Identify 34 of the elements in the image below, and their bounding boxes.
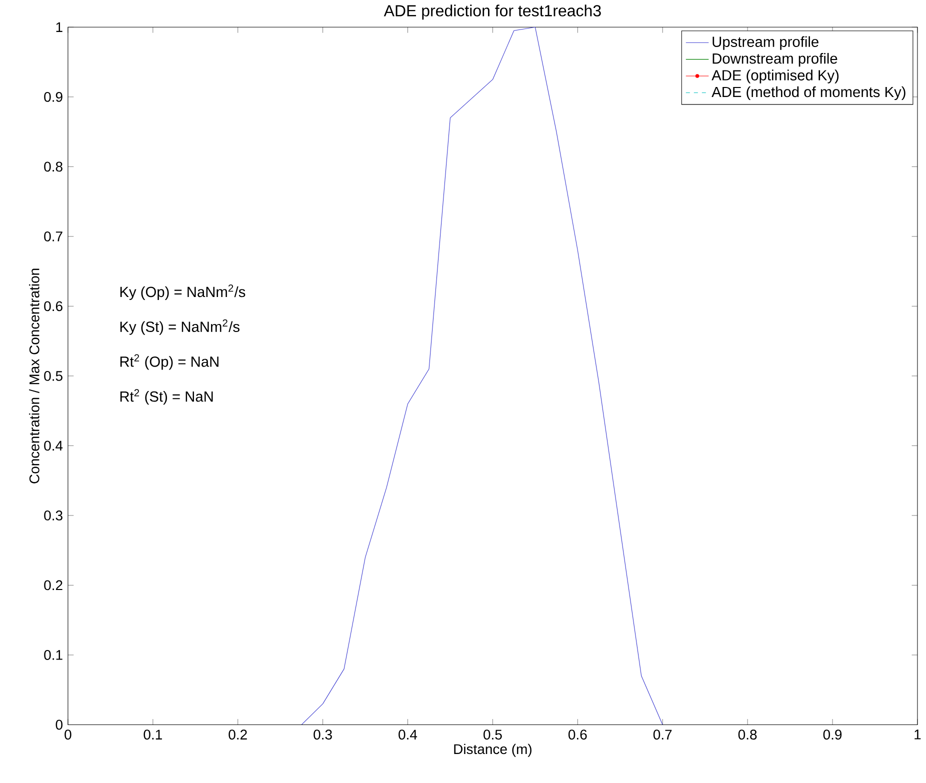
y-tick-label: 0.3 — [44, 510, 62, 521]
legend-label: ADE (method of moments Ky) — [712, 86, 906, 100]
x-tick-label: 0 — [64, 730, 72, 740]
annotation: Rt$^{2}$ (Op) = NaN — [120, 354, 218, 370]
x-tick-label: 0.3 — [314, 730, 332, 740]
annotation: Ky (Op) = NaNm$^{2}$/s — [120, 284, 246, 300]
x-tick-label: 0.1 — [144, 730, 162, 740]
legend-label: ADE (optimised Ky) — [712, 70, 839, 84]
x-tick-label: 0.2 — [228, 730, 247, 740]
legend-label: Downstream profile — [712, 53, 838, 67]
x-tick-label: 0.4 — [398, 730, 418, 740]
legend-label: Upstream profile — [712, 36, 818, 50]
x-tick-label: 0.6 — [568, 730, 587, 740]
annotation: Ky (St) = NaNm$^{2}$/s — [120, 319, 240, 335]
y-axis-title: Concentration / Max Concentration — [29, 268, 40, 484]
y-tick-label: 0.4 — [44, 440, 63, 451]
y-tick-label: 0 — [56, 720, 62, 730]
y-tick-label: 0.9 — [44, 92, 62, 102]
y-tick-label: 0.5 — [44, 371, 62, 382]
x-tick-label: 0.5 — [484, 730, 502, 740]
x-tick-label: 0.9 — [823, 730, 842, 740]
y-tick-label: 0.6 — [44, 301, 62, 312]
x-tick-label: 0.7 — [653, 730, 672, 740]
y-tick-label: 0.1 — [44, 650, 62, 660]
y-tick-label: 0.7 — [44, 232, 62, 242]
annotation: Rt$^{2}$ (St) = NaN — [120, 389, 213, 405]
line-series — [301, 27, 663, 725]
chart-title: ADE prediction for test1reach3 — [384, 4, 601, 20]
y-tick-label: 0.2 — [44, 580, 62, 590]
x-tick-label: 0.8 — [738, 730, 757, 740]
x-tick-label: 1 — [914, 730, 921, 740]
y-tick-label: 1 — [56, 22, 62, 32]
x-axis-title: Distance (m) — [454, 744, 532, 758]
y-tick-label: 0.8 — [44, 162, 62, 172]
